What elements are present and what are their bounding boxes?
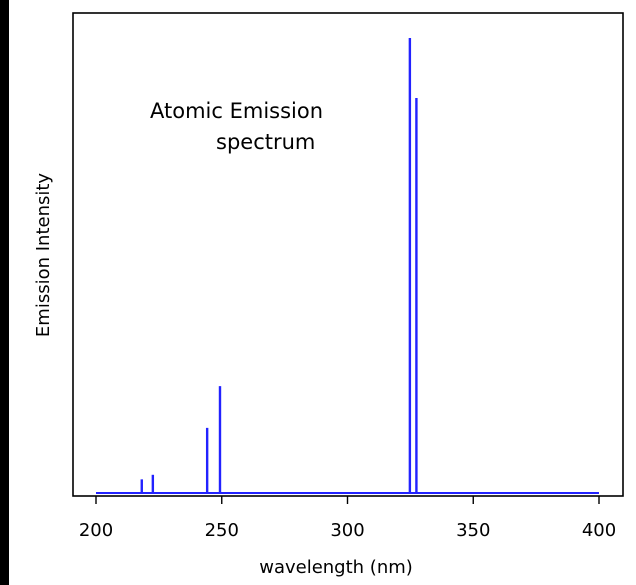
y-axis-label: Emission Intensity <box>33 173 54 338</box>
x-tick-label: 250 <box>205 520 239 541</box>
emission-spectrum-chart: 200 250 300 350 400 wavelength (nm) Emission… <box>33 12 624 578</box>
x-tick-label: 300 <box>330 520 364 541</box>
annotation-line-2: spectrum <box>216 130 315 154</box>
annotation-line-1: Atomic Emission <box>150 99 323 123</box>
chart-panel: 200 250 300 350 400 wavelength (nm) Emission… <box>9 0 636 585</box>
x-axis: 200 250 300 350 400 <box>79 496 616 541</box>
x-tick-label: 200 <box>79 520 113 541</box>
spectral-lines <box>96 38 599 494</box>
x-tick-label: 400 <box>582 520 616 541</box>
x-axis-label: wavelength (nm) <box>259 557 413 578</box>
x-tick-label: 350 <box>456 520 490 541</box>
plot-frame <box>72 12 624 497</box>
